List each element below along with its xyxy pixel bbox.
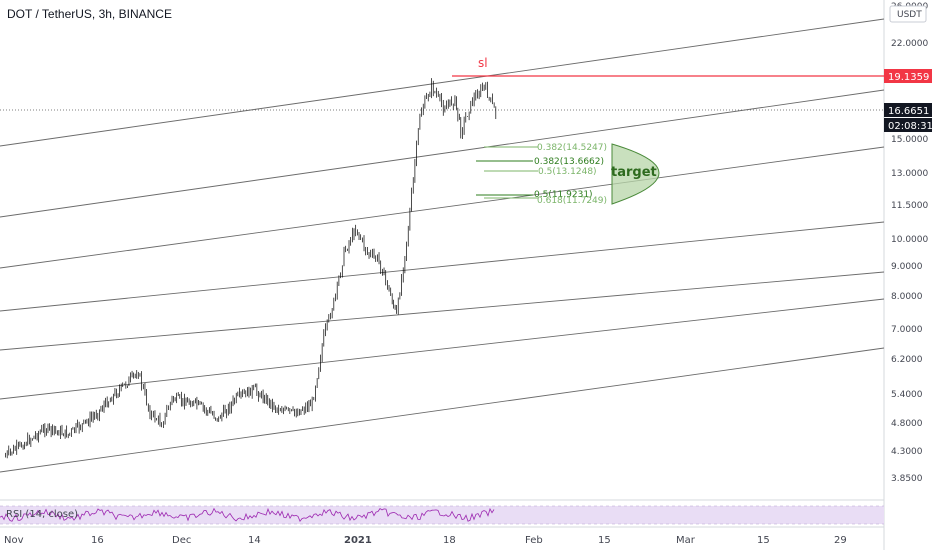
- price-tick: 9.0000: [891, 262, 923, 272]
- sl-price-text: 19.1359: [888, 72, 929, 83]
- last-price-badge: [884, 103, 932, 117]
- price-tick: 6.2000: [891, 355, 923, 365]
- fib-label: 0.618(11.7249): [537, 196, 607, 206]
- price-tick: 22.0000: [891, 39, 928, 49]
- price-tick: 8.0000: [891, 292, 923, 302]
- price-tick: 4.8000: [891, 419, 923, 429]
- price-tick: 13.0000: [891, 169, 928, 179]
- channel-line[interactable]: [0, 347, 885, 473]
- price-tick: 3.8500: [891, 474, 923, 484]
- price-axis[interactable]: [884, 0, 932, 550]
- channel-line[interactable]: [0, 271, 885, 351]
- price-candles: [5, 78, 497, 459]
- fib-label: 0.382(13.6662): [534, 157, 604, 167]
- sl-price-badge: [884, 69, 932, 83]
- price-tick: 11.5000: [891, 201, 928, 211]
- date-ticks[interactable]: Nov 16 Dec 14 2021 18 Feb 15 Mar 15 29: [4, 535, 847, 546]
- date-tick: 18: [443, 535, 456, 546]
- price-tick: 5.4000: [891, 390, 923, 400]
- fib-levels[interactable]: 0.382(14.5247) 0.382(13.6662) 0.5(13.124…: [476, 143, 607, 206]
- rsi-line: [0, 507, 495, 522]
- date-tick: 2021: [344, 535, 372, 546]
- countdown-badge: [884, 118, 932, 132]
- channel-lines[interactable]: [0, 18, 885, 473]
- fib-label: 0.5(13.1248): [538, 167, 597, 177]
- channel-line[interactable]: [0, 298, 885, 400]
- date-tick: 16: [91, 535, 104, 546]
- price-tick: 7.0000: [891, 325, 923, 335]
- price-tick: 4.3000: [891, 447, 923, 457]
- date-tick: Nov: [4, 535, 24, 546]
- channel-line[interactable]: [0, 18, 885, 147]
- date-tick: 29: [834, 535, 847, 546]
- countdown-text: 02:08:31: [888, 121, 932, 132]
- chart-title: DOT / TetherUS, 3h, BINANCE: [7, 7, 172, 21]
- rsi-label: RSI (14, close): [6, 509, 78, 520]
- rsi-band: [0, 506, 884, 524]
- fib-label: 0.382(14.5247): [537, 143, 607, 153]
- currency-label: USDT: [897, 10, 922, 20]
- date-tick: 15: [757, 535, 770, 546]
- channel-line[interactable]: [0, 221, 885, 312]
- target-label: target: [611, 165, 657, 180]
- fib-label: 0.5(11.9231): [534, 190, 593, 200]
- target-zone[interactable]: [611, 143, 660, 205]
- date-tick: Mar: [676, 535, 696, 546]
- last-price-text: 16.6651: [888, 106, 929, 117]
- channel-line[interactable]: [0, 146, 885, 269]
- price-tick: 15.0000: [891, 135, 928, 145]
- date-tick: 15: [598, 535, 611, 546]
- currency-box[interactable]: [889, 5, 927, 23]
- channel-line[interactable]: [0, 89, 885, 218]
- date-tick: 14: [248, 535, 261, 546]
- sl-label: sl: [478, 56, 488, 70]
- date-tick: Feb: [525, 535, 543, 546]
- price-tick: 10.0000: [891, 235, 928, 245]
- date-tick: Dec: [172, 535, 191, 546]
